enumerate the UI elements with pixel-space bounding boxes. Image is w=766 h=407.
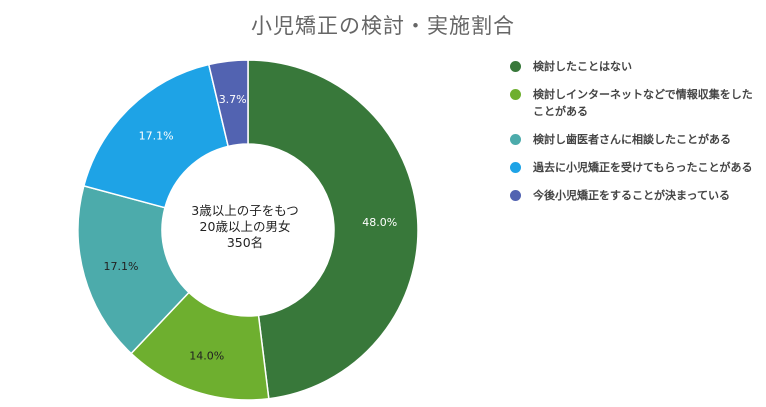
legend-label: 検討したことはない — [533, 60, 632, 73]
legend-label: 過去に小児矯正を受けてもらったことがある — [533, 161, 753, 174]
legend-swatch — [510, 61, 521, 72]
center-label-line-3: 350名 — [226, 235, 264, 250]
legend-label: 検討しインターネットなどで情報収集をしたことがある — [533, 88, 753, 118]
slice-value-label: 3.7% — [219, 93, 247, 106]
legend-swatch — [510, 89, 521, 100]
legend-item[interactable]: 検討しインターネットなどで情報収集をしたことがある — [510, 86, 760, 120]
legend-label: 検討し歯医者さんに相談したことがある — [533, 133, 731, 146]
slice-value-label: 17.1% — [139, 129, 174, 142]
legend-item[interactable]: 検討したことはない — [510, 58, 760, 75]
legend-label: 今後小児矯正をすることが決まっている — [533, 189, 731, 202]
pie-slice — [82, 63, 230, 209]
pie-slice — [77, 184, 190, 355]
legend-swatch — [510, 134, 521, 145]
legend-swatch — [510, 162, 521, 173]
legend-swatch — [510, 190, 521, 201]
center-label-line-1: 3歳以上の子をもつ — [191, 203, 299, 218]
center-label: 3歳以上の子をもつ 20歳以上の男女 350名 — [162, 203, 328, 251]
center-label-line-2: 20歳以上の男女 — [199, 219, 291, 234]
legend-item[interactable]: 検討し歯医者さんに相談したことがある — [510, 131, 760, 148]
chart-title: 小児矯正の検討・実施割合 — [251, 14, 515, 38]
legend-item[interactable]: 過去に小児矯正を受けてもらったことがある — [510, 159, 760, 176]
slice-value-label: 14.0% — [189, 349, 224, 362]
legend: 検討したことはない 検討しインターネットなどで情報収集をしたことがある 検討し歯… — [510, 58, 760, 215]
pie-slice — [247, 59, 419, 400]
pie-slice — [207, 59, 249, 148]
legend-item[interactable]: 今後小児矯正をすることが決まっている — [510, 187, 760, 204]
slice-value-label: 48.0% — [362, 216, 397, 229]
slice-value-label: 17.1% — [103, 260, 138, 273]
